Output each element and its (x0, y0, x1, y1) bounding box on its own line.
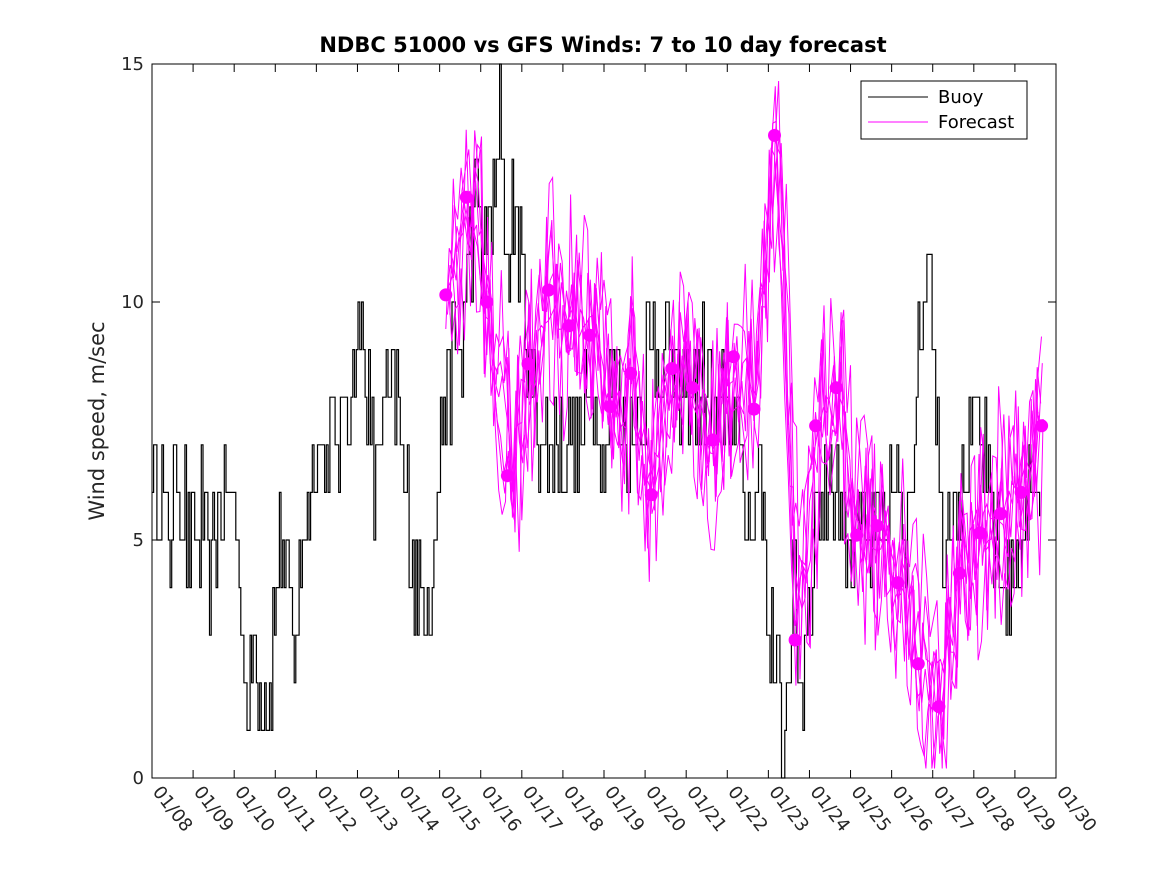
y-tick-label: 5 (133, 530, 144, 551)
x-tick-label: 01/27 (929, 782, 977, 836)
x-tick-label: 01/19 (600, 782, 648, 836)
forecast-point (521, 357, 535, 371)
forecast-point (870, 519, 884, 533)
forecast-point (768, 128, 781, 142)
forecast-point (459, 190, 473, 204)
forecast-point (891, 576, 905, 590)
forecast-trace (447, 132, 1042, 769)
x-tick-label: 01/29 (1011, 782, 1059, 836)
y-tick-label: 0 (133, 768, 144, 789)
x-tick-label: 01/20 (641, 782, 689, 836)
forecast-point (706, 433, 720, 447)
forecast-point (747, 402, 761, 416)
x-tick-label: 01/12 (312, 782, 360, 836)
x-tick-label: 01/23 (764, 782, 812, 836)
forecast-point (1014, 485, 1028, 499)
forecast-point (665, 362, 679, 376)
forecast-point (911, 657, 925, 671)
forecast-point (850, 528, 864, 542)
x-tick-label: 01/30 (1052, 782, 1100, 836)
forecast-point (994, 507, 1007, 521)
forecast-point (809, 419, 823, 433)
forecast-point (624, 366, 638, 380)
forecast-point (829, 381, 843, 395)
x-tick-label: 01/28 (970, 782, 1018, 836)
forecast-point (932, 700, 946, 714)
x-tick-label: 01/21 (682, 782, 730, 836)
buoy-line (152, 63, 1041, 779)
x-tick-label: 01/16 (477, 782, 525, 836)
forecast-point (480, 295, 494, 309)
forecast-point (542, 283, 555, 297)
forecast-trace (449, 80, 1043, 769)
forecast-point (952, 566, 966, 580)
forecast-point (644, 488, 658, 502)
forecast-point (583, 328, 597, 342)
x-tick-label: 01/10 (230, 782, 278, 836)
legend-buoy-label: Buoy (938, 87, 984, 108)
forecast-point (973, 526, 987, 540)
x-tick-label: 01/17 (518, 782, 566, 836)
forecast-point (788, 633, 802, 647)
x-tick-label: 01/15 (436, 782, 484, 836)
y-tick-label: 15 (121, 54, 144, 75)
forecast-series (439, 80, 1049, 769)
y-axis-label: Wind speed, m/sec (85, 321, 109, 520)
forecast-point (726, 350, 740, 364)
x-tick-label: 01/25 (847, 782, 895, 836)
legend-forecast-label: Forecast (938, 112, 1014, 133)
x-tick-label: 01/14 (395, 782, 443, 836)
forecast-point (685, 381, 699, 395)
x-tick-label: 01/24 (806, 782, 854, 836)
forecast-point (500, 469, 514, 483)
forecast-point (603, 400, 617, 414)
buoy-series (152, 63, 1041, 779)
forecast-point (562, 319, 576, 333)
x-tick-label: 01/11 (271, 782, 319, 836)
legend-box (860, 80, 1028, 140)
x-tick-label: 01/26 (888, 782, 936, 836)
x-tick-label: 01/08 (148, 782, 196, 836)
legend: Buoy Forecast (860, 80, 1028, 140)
x-tick-label: 01/09 (189, 782, 237, 836)
forecast-point (1035, 419, 1049, 433)
forecast-point (439, 288, 453, 302)
x-tick-label: 01/18 (559, 782, 607, 836)
y-tick-label: 10 (121, 292, 144, 313)
x-tick-label: 01/22 (723, 782, 771, 836)
chart-title: NDBC 51000 vs GFS Winds: 7 to 10 day for… (319, 33, 886, 57)
x-tick-label: 01/13 (354, 782, 402, 836)
